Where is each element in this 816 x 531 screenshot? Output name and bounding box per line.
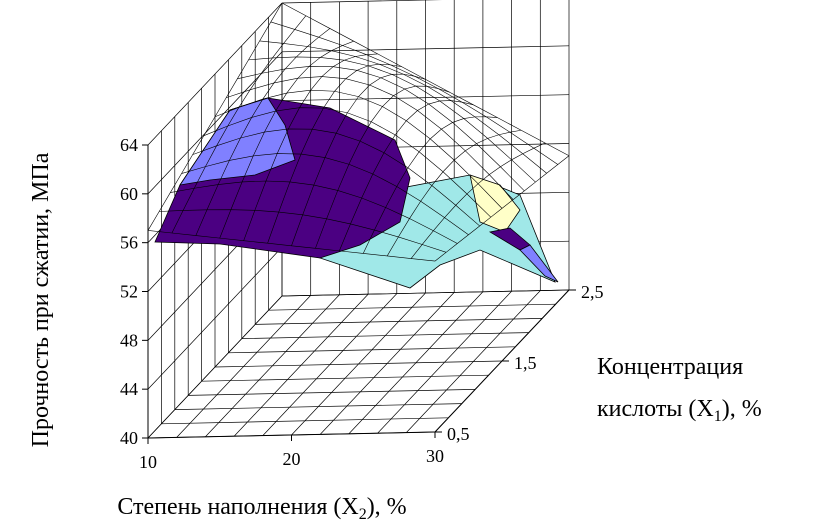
- surface-mesh-line-y: [226, 76, 514, 200]
- chart-axes: 40 44 48 52 56 60 64 10 20 300,5 1,5 2,5: [120, 135, 604, 472]
- sidewall-gridline-horizontal: [147, 246, 283, 390]
- surface-mesh-line-y: [270, 21, 559, 165]
- z-tick-label: 48: [120, 330, 138, 350]
- surface-mesh-line-y: [159, 209, 447, 253]
- z-axis-title: Прочность при сжатии, МПа: [28, 152, 54, 447]
- floor-gridline-y: [201, 374, 489, 382]
- y-tick-label: 2,5: [581, 282, 604, 302]
- backwall-gridline-horizontal: [281, 94, 570, 102]
- y-tick-label: 1,5: [514, 353, 537, 373]
- sidewall-gridline-horizontal: [147, 295, 283, 439]
- floor-gridline-y: [161, 417, 449, 425]
- surface-mesh-line-y: [147, 230, 436, 262]
- surface-mesh-line-y: [214, 89, 503, 209]
- surface-mesh-line-y: [192, 128, 480, 227]
- floor-gridline-y: [255, 318, 543, 325]
- surface-mesh-line-y: [237, 66, 525, 192]
- z-tick-label: 52: [120, 282, 138, 302]
- surface-band-yellow: [469, 174, 521, 233]
- surface-mesh-line-y: [281, 2, 570, 156]
- floor-gridline-y: [174, 403, 462, 410]
- z-tick-label: 64: [120, 135, 138, 155]
- floor-gridline-y: [188, 389, 476, 396]
- y-axis-label-line2: кислоты (X1), %: [597, 396, 762, 425]
- x-axis-label: Степень наполнения (X2), %: [117, 494, 406, 523]
- z-tick-label: 44: [120, 379, 138, 399]
- floor-gridline-y: [241, 332, 529, 339]
- surface-band-blue: [179, 97, 296, 186]
- surface-mesh-line-y: [248, 56, 536, 183]
- surface-mesh-line-y: [181, 153, 469, 235]
- z-tick-label: 56: [120, 233, 138, 253]
- sidewall-gridline-horizontal: [147, 2, 283, 146]
- surface-mesh-line-y: [170, 180, 458, 244]
- x-tick-label: 20: [283, 449, 301, 469]
- floor-gridline-y: [268, 303, 556, 311]
- backwall-gridline-horizontal: [281, 0, 443, 4]
- floor-gridline-y: [228, 346, 516, 354]
- surface-plot: [147, 2, 570, 289]
- backwall-gridline-horizontal: [281, 45, 570, 53]
- surface-band-tip-blue: [519, 244, 559, 283]
- surface-mesh-line-y: [259, 40, 547, 174]
- y-tick-label: 0,5: [447, 424, 470, 444]
- x-tick-label: 10: [139, 452, 157, 472]
- floor-gridline-y: [214, 360, 503, 368]
- surface-mesh-line-y: [203, 107, 492, 218]
- surface-mesh: [147, 2, 570, 262]
- x-tick-label: 30: [426, 446, 444, 466]
- z-tick-label: 60: [120, 184, 138, 204]
- y-axis-label-line1: Концентрация: [597, 354, 743, 380]
- z-tick-label: 40: [120, 428, 138, 448]
- z-axis-label: Прочность при сжатии, МПа: [28, 152, 54, 447]
- backwall-gridline-horizontal: [281, 289, 570, 297]
